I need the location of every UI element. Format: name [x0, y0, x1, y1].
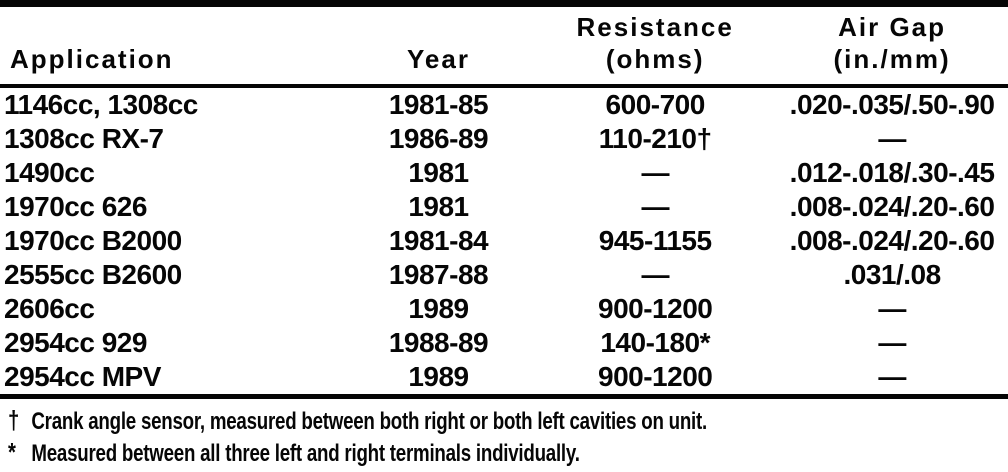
- cell-resistance: 945-1155: [598, 225, 712, 256]
- cell-application: 1308cc RX-7: [4, 123, 164, 154]
- cell-application: 2606cc: [4, 293, 95, 324]
- footnote-asterisk: * Measured between all three left and rig…: [8, 437, 788, 469]
- footnote-dagger: † Crank angle sensor, measured between bo…: [8, 405, 788, 437]
- table-row: 2954cc MPV 1989 900-1200 —: [0, 360, 1008, 399]
- cell-air-gap: .008-.024/.20-.60: [789, 191, 995, 222]
- cell-resistance: 110-210†: [598, 123, 712, 154]
- cell-year: 1981: [408, 191, 469, 222]
- cell-air-gap: —: [878, 327, 906, 358]
- cell-resistance: 600-700: [605, 89, 706, 120]
- table-row: 1970cc B2000 1981-84 945-1155 .008-.024/…: [0, 224, 1008, 258]
- cell-resistance: —: [641, 191, 669, 222]
- footnotes: † Crank angle sensor, measured between bo…: [0, 405, 1008, 469]
- column-header-air-gap: Air Gap (in./mm): [776, 7, 1008, 88]
- cell-year: 1988-89: [388, 327, 489, 358]
- column-header-label: Resistance: [576, 12, 734, 42]
- footnote-text: Crank angle sensor, measured between bot…: [31, 408, 707, 435]
- top-rule: [0, 0, 1008, 7]
- dagger-marker: †: [8, 405, 20, 435]
- column-header-application: Application: [0, 7, 343, 88]
- column-header-sublabel: (in./mm): [833, 44, 951, 74]
- cell-application: 1146cc, 1308cc: [4, 89, 198, 120]
- cell-year: 1981-84: [388, 225, 489, 256]
- cell-air-gap: .008-.024/.20-.60: [789, 225, 995, 256]
- cell-year: 1989: [342, 360, 535, 399]
- cell-resistance: 900-1200: [598, 293, 713, 324]
- table-row: 1146cc, 1308cc 1981-85 600-700 .020-.035…: [0, 86, 1008, 122]
- table-row: 1970cc 626 1981 — .008-.024/.20-.60: [0, 190, 1008, 224]
- table-row: 2555cc B2600 1987-88 — .031/.08: [0, 258, 1008, 292]
- column-header-year: Year: [342, 7, 535, 88]
- cell-application: 1490cc: [4, 157, 95, 188]
- cell-application: 1970cc 626: [4, 191, 147, 222]
- cell-application: 2954cc MPV: [0, 360, 343, 399]
- cell-year: 1981-85: [388, 89, 489, 120]
- cell-air-gap: —: [776, 360, 1008, 399]
- asterisk-marker: *: [8, 437, 16, 467]
- table-row: 1490cc 1981 — .012-.018/.30-.45: [0, 156, 1008, 190]
- cell-resistance: —: [641, 259, 669, 290]
- cell-air-gap: .031/.08: [843, 259, 941, 290]
- cell-year: 1981: [408, 157, 469, 188]
- header-row: Application Year Resistance (ohms) Air G…: [0, 7, 1008, 88]
- cell-air-gap: .012-.018/.30-.45: [789, 157, 995, 188]
- column-header-sublabel: (ohms): [605, 44, 705, 74]
- column-header-label: Air Gap: [838, 12, 947, 42]
- cell-air-gap: —: [878, 123, 906, 154]
- footnote-text: Measured between all three left and righ…: [31, 440, 580, 467]
- pickup-coil-spec-table: Application Year Resistance (ohms) Air G…: [0, 7, 1008, 399]
- cell-application: 1970cc B2000: [4, 225, 182, 256]
- table-row: 2606cc 1989 900-1200 —: [0, 292, 1008, 326]
- table-row: 1308cc RX-7 1986-89 110-210† —: [0, 122, 1008, 156]
- cell-year: 1989: [408, 293, 469, 324]
- cell-air-gap: —: [878, 293, 906, 324]
- cell-year: 1986-89: [388, 123, 489, 154]
- cell-resistance: —: [641, 157, 669, 188]
- column-header-label: Application: [10, 44, 174, 74]
- column-header-resistance: Resistance (ohms): [534, 7, 777, 88]
- column-header-label: Year: [407, 44, 470, 74]
- cell-application: 2555cc B2600: [4, 259, 182, 290]
- cell-air-gap: .020-.035/.50-.90: [789, 89, 995, 120]
- cell-resistance: 900-1200: [534, 360, 777, 399]
- cell-year: 1987-88: [388, 259, 489, 290]
- table-row: 2954cc 929 1988-89 140-180* —: [0, 326, 1008, 360]
- cell-resistance: 140-180*: [600, 327, 711, 358]
- cell-application: 2954cc 929: [4, 327, 147, 358]
